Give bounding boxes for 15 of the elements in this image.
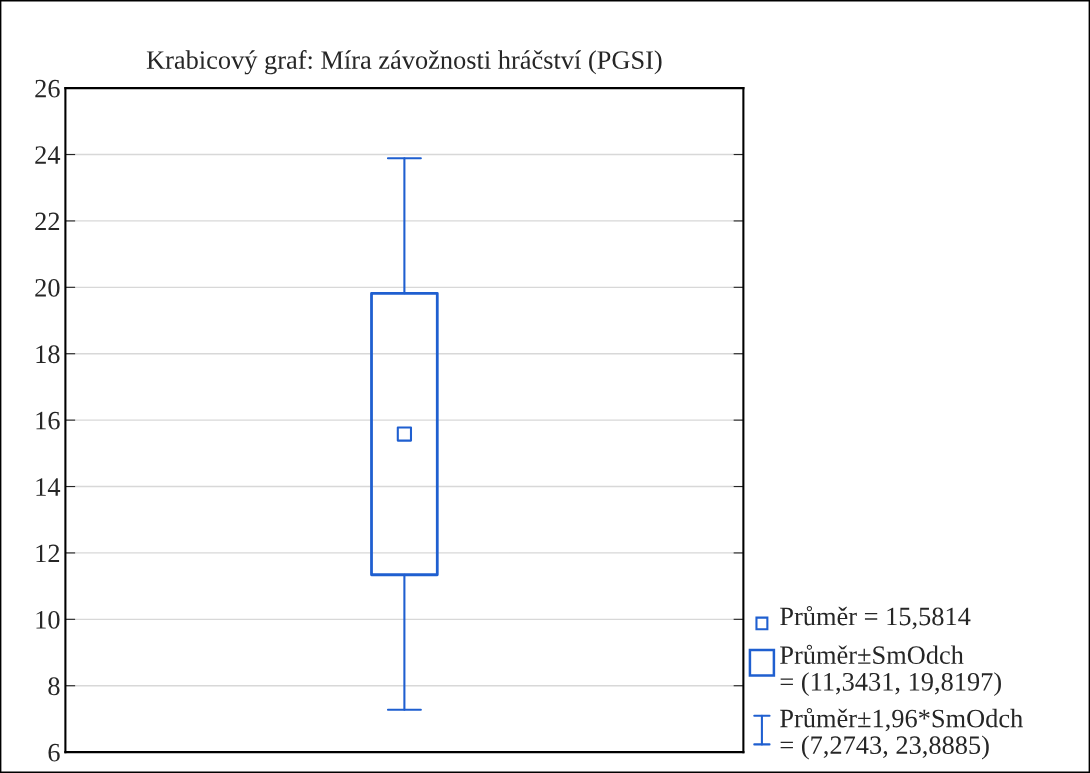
- y-tick-label: 10: [36, 610, 60, 629]
- y-tick-label: 8: [48, 677, 60, 696]
- text: Průměr±1,96*SmOdch = (7,2743, 23,8885): [780, 708, 1023, 760]
- y-tick-label: 26: [35, 79, 60, 98]
- y-tick-label: 16: [36, 411, 60, 430]
- y-tick-label: 20: [35, 278, 60, 297]
- y-tick-label: 22: [35, 212, 60, 231]
- text: Průměr±SmOdch = (11,3431, 19,8197): [780, 644, 1001, 697]
- y-tick-label: 14: [36, 478, 61, 496]
- text: Průměr = 15,5814: [780, 606, 971, 630]
- y-tick-label: 18: [36, 345, 60, 364]
- chart-title: Krabicový graf: Míra závožnosti hráčství (PGSI): [146, 50, 662, 75]
- y-tick-label: 6: [48, 743, 60, 762]
- y-tick-label: 24: [35, 146, 61, 164]
- y-tick-label: 12: [36, 544, 60, 563]
